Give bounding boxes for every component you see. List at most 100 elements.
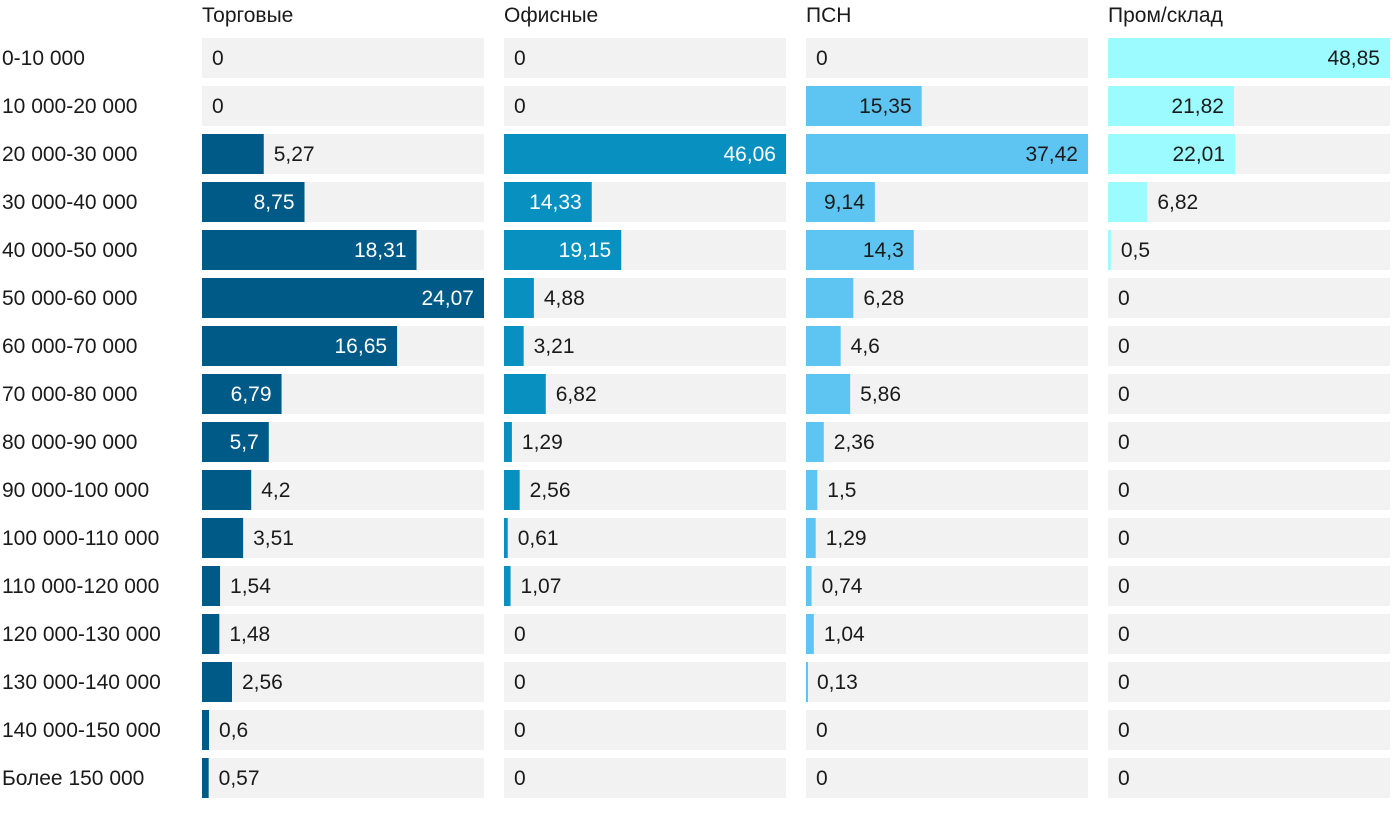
value-label: 0 [1118,623,1130,646]
value-label: 0 [514,95,526,118]
value-label: 0 [816,767,828,790]
bar-track [504,614,786,654]
bar-2-6 [504,278,534,318]
bar-2-12 [504,566,511,606]
value-label: 0 [514,47,526,70]
bar-3-8 [806,374,851,414]
bar-3-7 [806,326,841,366]
value-label: 1,54 [230,575,271,598]
value-label: 0 [1118,671,1130,694]
bar-2-9 [504,422,512,462]
value-label: 6,28 [863,287,904,310]
value-label: 14,33 [529,191,582,214]
value-label: 8,75 [254,191,295,214]
bar-track [806,374,1088,414]
bar-1-12 [202,566,221,606]
bar-track [806,710,1088,750]
value-label: 0 [514,767,526,790]
bar-track [806,38,1088,78]
value-label: 0,57 [219,767,260,790]
bar-2-10 [504,470,520,510]
value-label: 19,15 [559,239,612,262]
bar-4-2 [1108,86,1234,126]
bar-3-9 [806,422,824,462]
category-label: 20 000-30 000 [2,143,137,166]
category-label: 120 000-130 000 [2,623,161,646]
bar-2-8 [504,374,546,414]
value-label: 1,5 [827,479,856,502]
value-label: 0,5 [1121,239,1150,262]
bar-track [504,38,786,78]
value-label: 37,42 [1025,143,1078,166]
category-label: 10 000-20 000 [2,95,137,118]
bar-1-11 [202,518,244,558]
value-label: 21,82 [1171,95,1224,118]
bar-1-13 [202,614,220,654]
bar-track [806,758,1088,798]
value-label: 0 [1118,431,1130,454]
bar-track [1108,566,1390,606]
category-label: 70 000-80 000 [2,383,137,406]
value-label: 0 [212,95,224,118]
value-label: 4,6 [851,335,880,358]
value-label: 2,56 [530,479,571,502]
value-label: 5,7 [230,431,259,454]
value-label: 0 [816,47,828,70]
bar-track [202,566,484,606]
bar-track [504,374,786,414]
bar-1-16 [202,758,209,798]
value-label: 0 [1118,527,1130,550]
bar-track [806,566,1088,606]
bar-1-14 [202,662,232,702]
bar-track [806,326,1088,366]
bar-track [806,518,1088,558]
bar-4-5 [1108,230,1111,270]
category-label: 0-10 000 [2,47,85,70]
value-label: 1,29 [826,527,867,550]
bar-track [806,614,1088,654]
category-label: 140 000-150 000 [2,719,161,742]
category-label: 60 000-70 000 [2,335,137,358]
bar-track [1108,374,1390,414]
category-label: 130 000-140 000 [2,671,161,694]
bar-2-5 [504,230,622,270]
bar-1-15 [202,710,210,750]
category-label: 80 000-90 000 [2,431,137,454]
value-label: 0 [816,719,828,742]
series-title-2: Офисные [504,4,598,27]
bar-3-3 [806,134,1088,174]
value-label: 0 [1118,287,1130,310]
bar-2-7 [504,326,524,366]
value-label: 0 [1118,479,1130,502]
value-label: 46,06 [723,143,776,166]
value-label: 0,13 [817,671,858,694]
bar-1-3 [202,134,264,174]
value-label: 0 [1118,719,1130,742]
value-label: 0 [514,623,526,646]
bar-1-8 [202,374,282,414]
bar-track [806,422,1088,462]
series-title-3: ПСН [806,4,851,27]
value-label: 18,31 [354,239,407,262]
value-label: 0 [212,47,224,70]
bar-1-6 [202,278,484,318]
bar-3-13 [806,614,814,654]
bar-track [1108,518,1390,558]
value-label: 3,51 [253,527,294,550]
value-label: 0 [514,719,526,742]
bar-1-4 [202,182,305,222]
value-label: 0 [1118,383,1130,406]
bar-track [504,662,786,702]
value-label: 6,82 [1157,191,1198,214]
bar-track [202,614,484,654]
bar-4-1 [1108,38,1390,78]
bar-3-5 [806,230,914,270]
value-label: 24,07 [421,287,474,310]
bar-track [202,758,484,798]
bar-3-4 [806,182,875,222]
value-label: 3,21 [534,335,575,358]
series-title-1: Торговые [202,4,293,27]
bar-track [1108,278,1390,318]
